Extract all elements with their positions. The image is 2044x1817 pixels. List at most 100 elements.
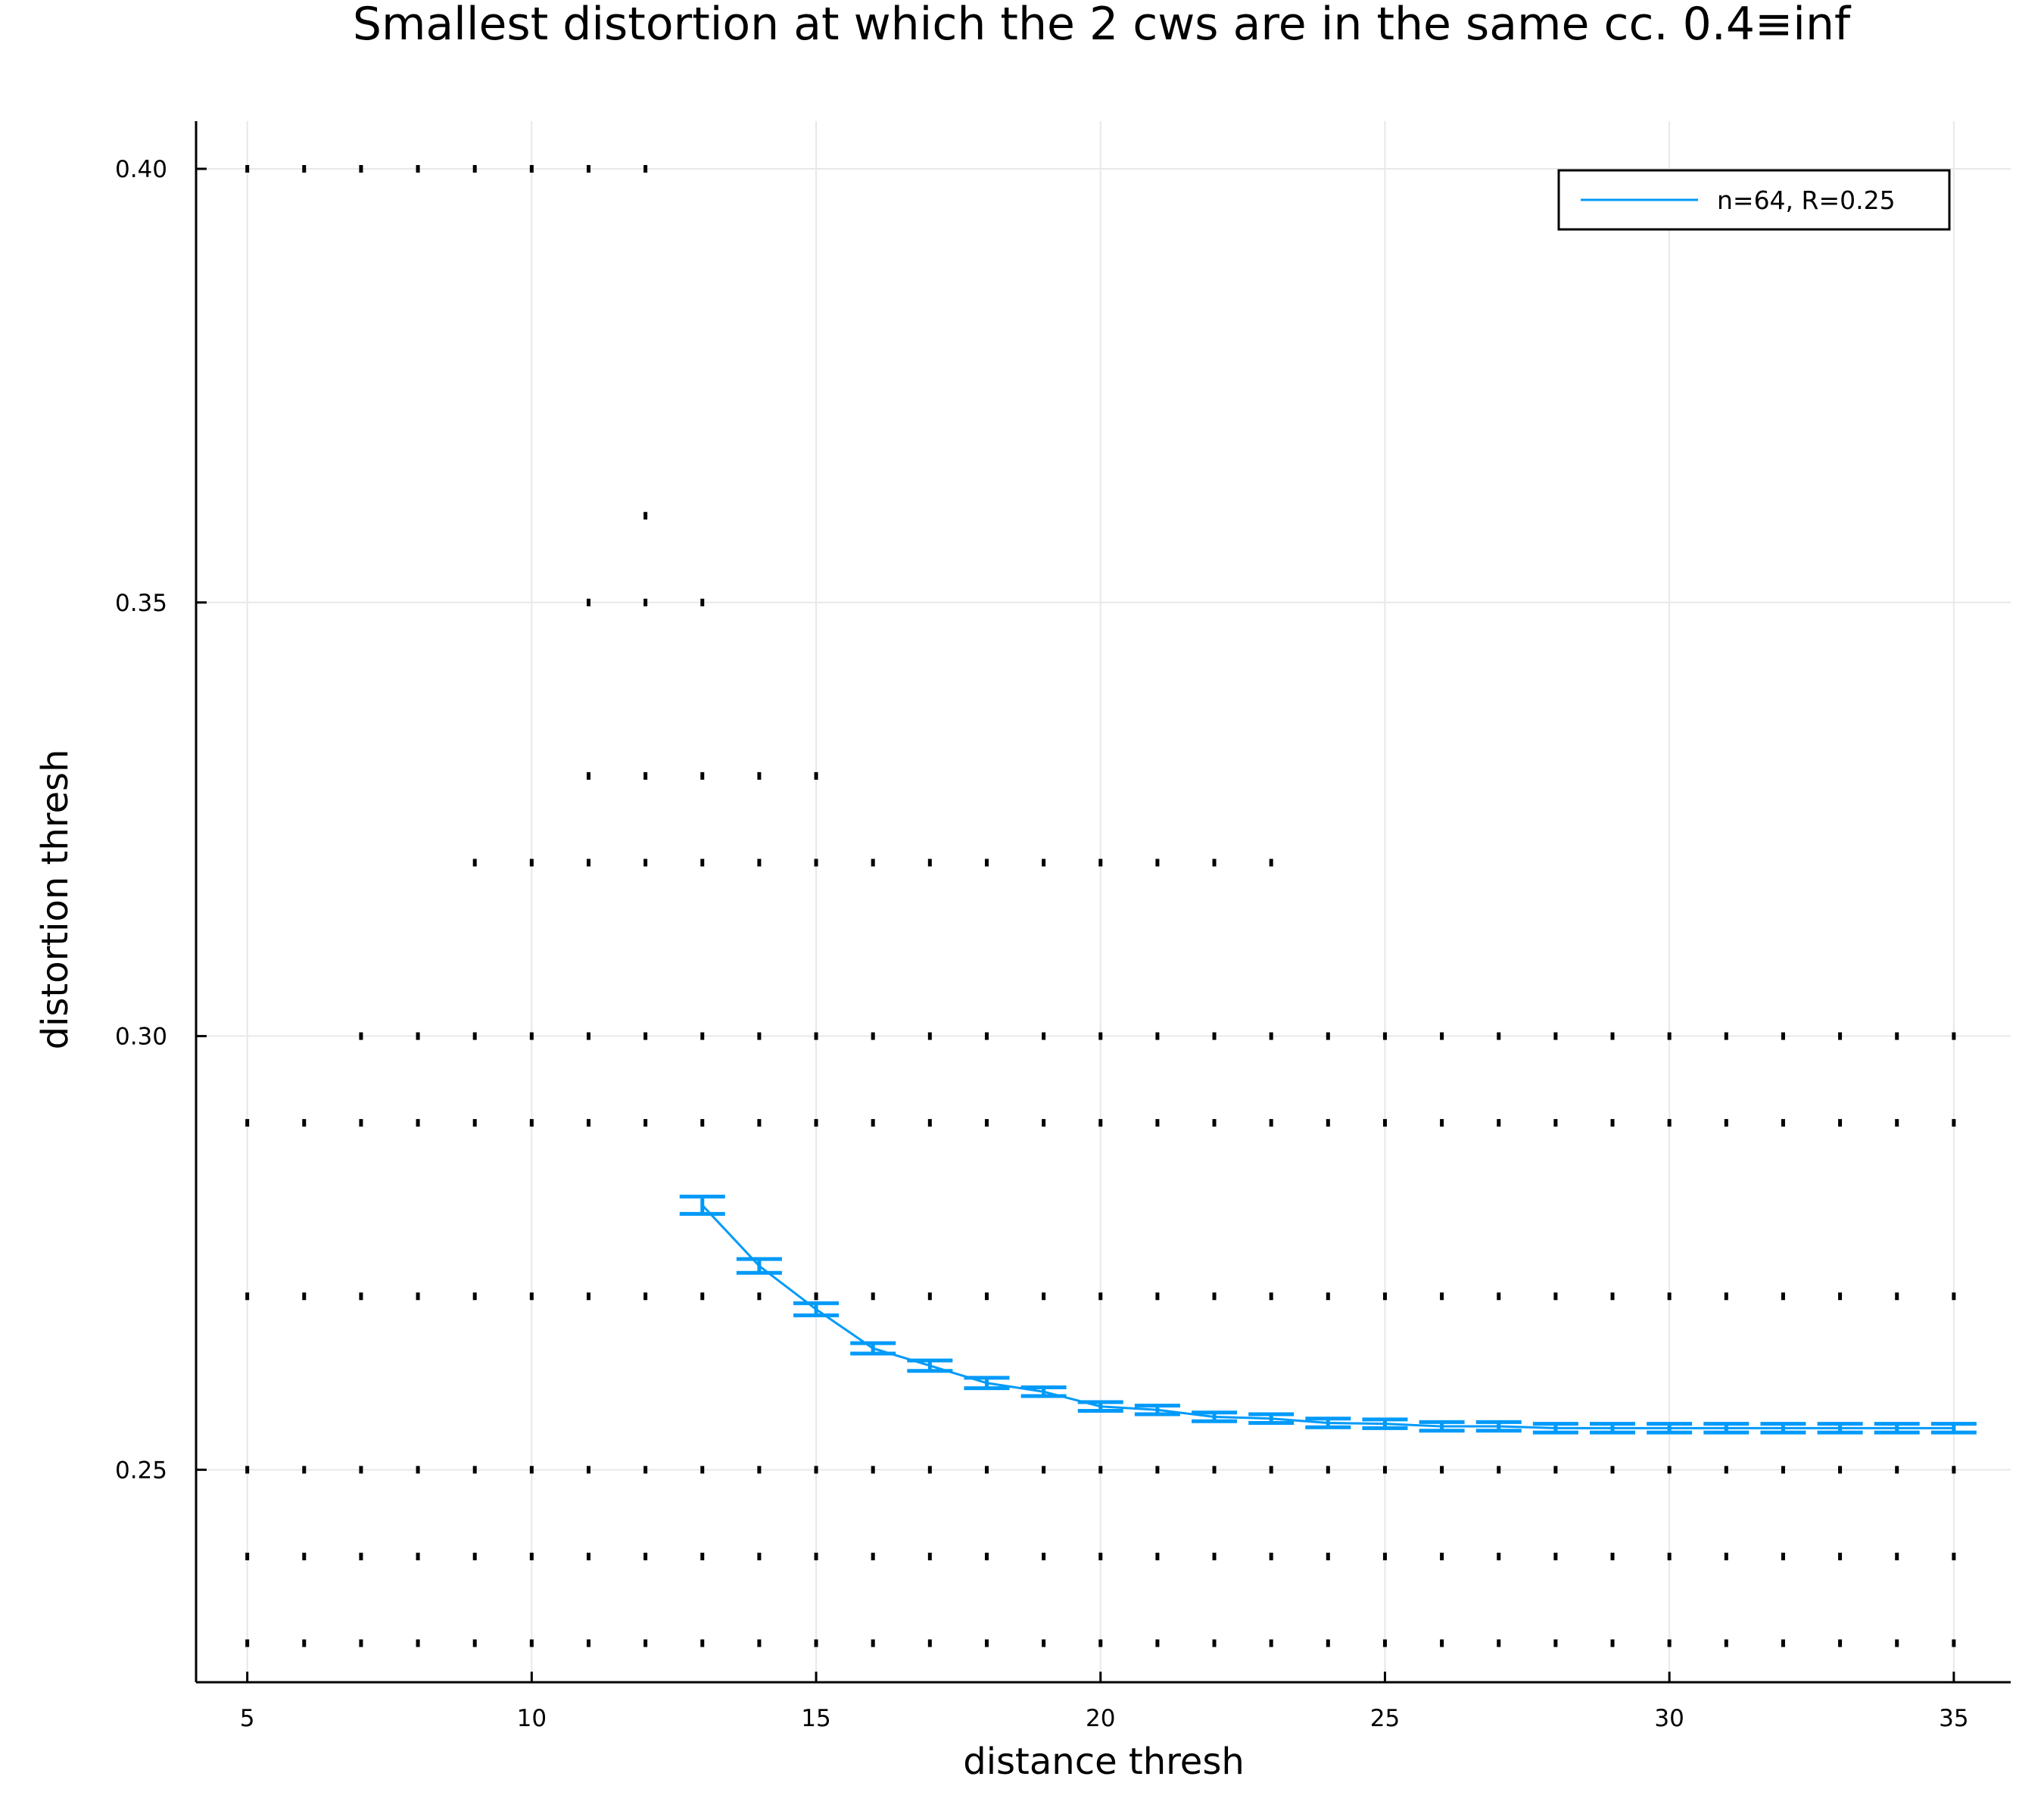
scatter-point	[472, 1032, 477, 1040]
scatter-point	[1553, 1639, 1558, 1647]
scatter-point	[814, 1466, 818, 1474]
scatter-point	[586, 165, 590, 173]
scatter-point	[1326, 1552, 1330, 1560]
scatter-point	[1155, 1552, 1160, 1560]
scatter-point	[1326, 1639, 1330, 1647]
scatter-point	[757, 1119, 762, 1127]
scatter-point	[871, 1639, 875, 1647]
scatter-point	[1838, 1552, 1843, 1560]
scatter-point	[1667, 1466, 1672, 1474]
scatter-point	[871, 1032, 875, 1040]
scatter-point	[1042, 1639, 1046, 1647]
scatter-point	[984, 1552, 989, 1560]
scatter-point	[1382, 1466, 1387, 1474]
scatter-point	[984, 1119, 989, 1127]
scatter-point	[302, 165, 307, 173]
scatter-point	[529, 1639, 534, 1647]
scatter-point	[1497, 1032, 1501, 1040]
scatter-point	[416, 1552, 420, 1560]
scatter-point	[1269, 859, 1273, 867]
scatter-point	[1838, 1639, 1843, 1647]
scatter-point	[927, 1466, 932, 1474]
scatter-point	[1155, 1032, 1160, 1040]
scatter-point	[1382, 1119, 1387, 1127]
scatter-point	[1212, 1466, 1217, 1474]
scatter-point	[586, 771, 590, 780]
scatter-point	[814, 1119, 818, 1127]
x-tick-label: 10	[517, 1705, 547, 1732]
scatter-point	[1212, 1292, 1217, 1301]
scatter-point	[1440, 1292, 1444, 1301]
scatter-point	[1440, 1552, 1444, 1560]
scatter-point	[1440, 1466, 1444, 1474]
error-bar	[1134, 1404, 1180, 1417]
scatter-point	[1895, 1552, 1899, 1560]
scatter-point	[416, 1292, 420, 1301]
scatter-point	[1382, 1292, 1387, 1301]
scatter-point	[1326, 1292, 1330, 1301]
scatter-point	[302, 1639, 307, 1647]
scatter-point	[1326, 1466, 1330, 1474]
scatter-point	[927, 1032, 932, 1040]
x-tick-label: 15	[801, 1705, 830, 1732]
x-tick-label: 35	[1939, 1705, 1968, 1732]
y-tick-label: 0.35	[115, 590, 167, 617]
scatter-point	[643, 1552, 648, 1560]
scatter-point	[1269, 1032, 1273, 1040]
scatter-point	[1610, 1119, 1615, 1127]
error-bar	[1647, 1422, 1693, 1435]
scatter-point	[1155, 859, 1160, 867]
scatter-point	[1212, 1119, 1217, 1127]
scatter-point	[245, 1466, 250, 1474]
scatter-point	[814, 1639, 818, 1647]
scatter-point	[1042, 859, 1046, 867]
scatter-point	[359, 1119, 363, 1127]
scatter-point	[245, 1292, 250, 1301]
scatter-point	[1042, 1292, 1046, 1301]
scatter-point	[1382, 1639, 1387, 1647]
scatter-point	[586, 598, 590, 606]
error-bar	[1192, 1410, 1238, 1423]
scatter-point	[586, 1119, 590, 1127]
scatter-point	[1098, 1466, 1103, 1474]
scatter-point	[529, 859, 534, 867]
scatter-point	[1212, 1639, 1217, 1647]
x-tick-label: 30	[1654, 1705, 1684, 1732]
scatter-point	[1895, 1639, 1899, 1647]
scatter-point	[529, 1119, 534, 1127]
scatter-point	[1212, 1032, 1217, 1040]
scatter-points	[245, 165, 1956, 1647]
y-tick-label: 0.40	[115, 156, 167, 183]
scatter-point	[416, 165, 420, 173]
y-tick-label: 0.30	[115, 1024, 167, 1051]
scatter-point	[700, 771, 705, 780]
scatter-point	[984, 1032, 989, 1040]
scatter-point	[1269, 1292, 1273, 1301]
scatter-point	[1098, 1292, 1103, 1301]
scatter-point	[1895, 1466, 1899, 1474]
gridlines	[196, 121, 2011, 1682]
error-bar	[964, 1376, 1010, 1391]
scatter-point	[529, 165, 534, 173]
scatter-point	[871, 1466, 875, 1474]
scatter-point	[700, 1119, 705, 1127]
error-bar	[1532, 1422, 1578, 1435]
scatter-point	[1553, 1552, 1558, 1560]
error-bar	[1930, 1422, 1977, 1435]
scatter-point	[1610, 1466, 1615, 1474]
scatter-point	[1952, 1639, 1956, 1647]
scatter-point	[1724, 1119, 1728, 1127]
scatter-point	[871, 1119, 875, 1127]
scatter-point	[984, 1466, 989, 1474]
scatter-point	[302, 1552, 307, 1560]
scatter-point	[302, 1292, 307, 1301]
y-axis-title: distortion thresh	[34, 750, 76, 1050]
scatter-point	[757, 1639, 762, 1647]
scatter-point	[1098, 1032, 1103, 1040]
scatter-point	[1781, 1466, 1785, 1474]
scatter-point	[1724, 1552, 1728, 1560]
scatter-point	[586, 1552, 590, 1560]
axes: 5 10 15 20 25 30 35 0.25 0.30 0.35 0.40	[115, 121, 2011, 1732]
scatter-point	[1952, 1552, 1956, 1560]
scatter-point	[1269, 1466, 1273, 1474]
